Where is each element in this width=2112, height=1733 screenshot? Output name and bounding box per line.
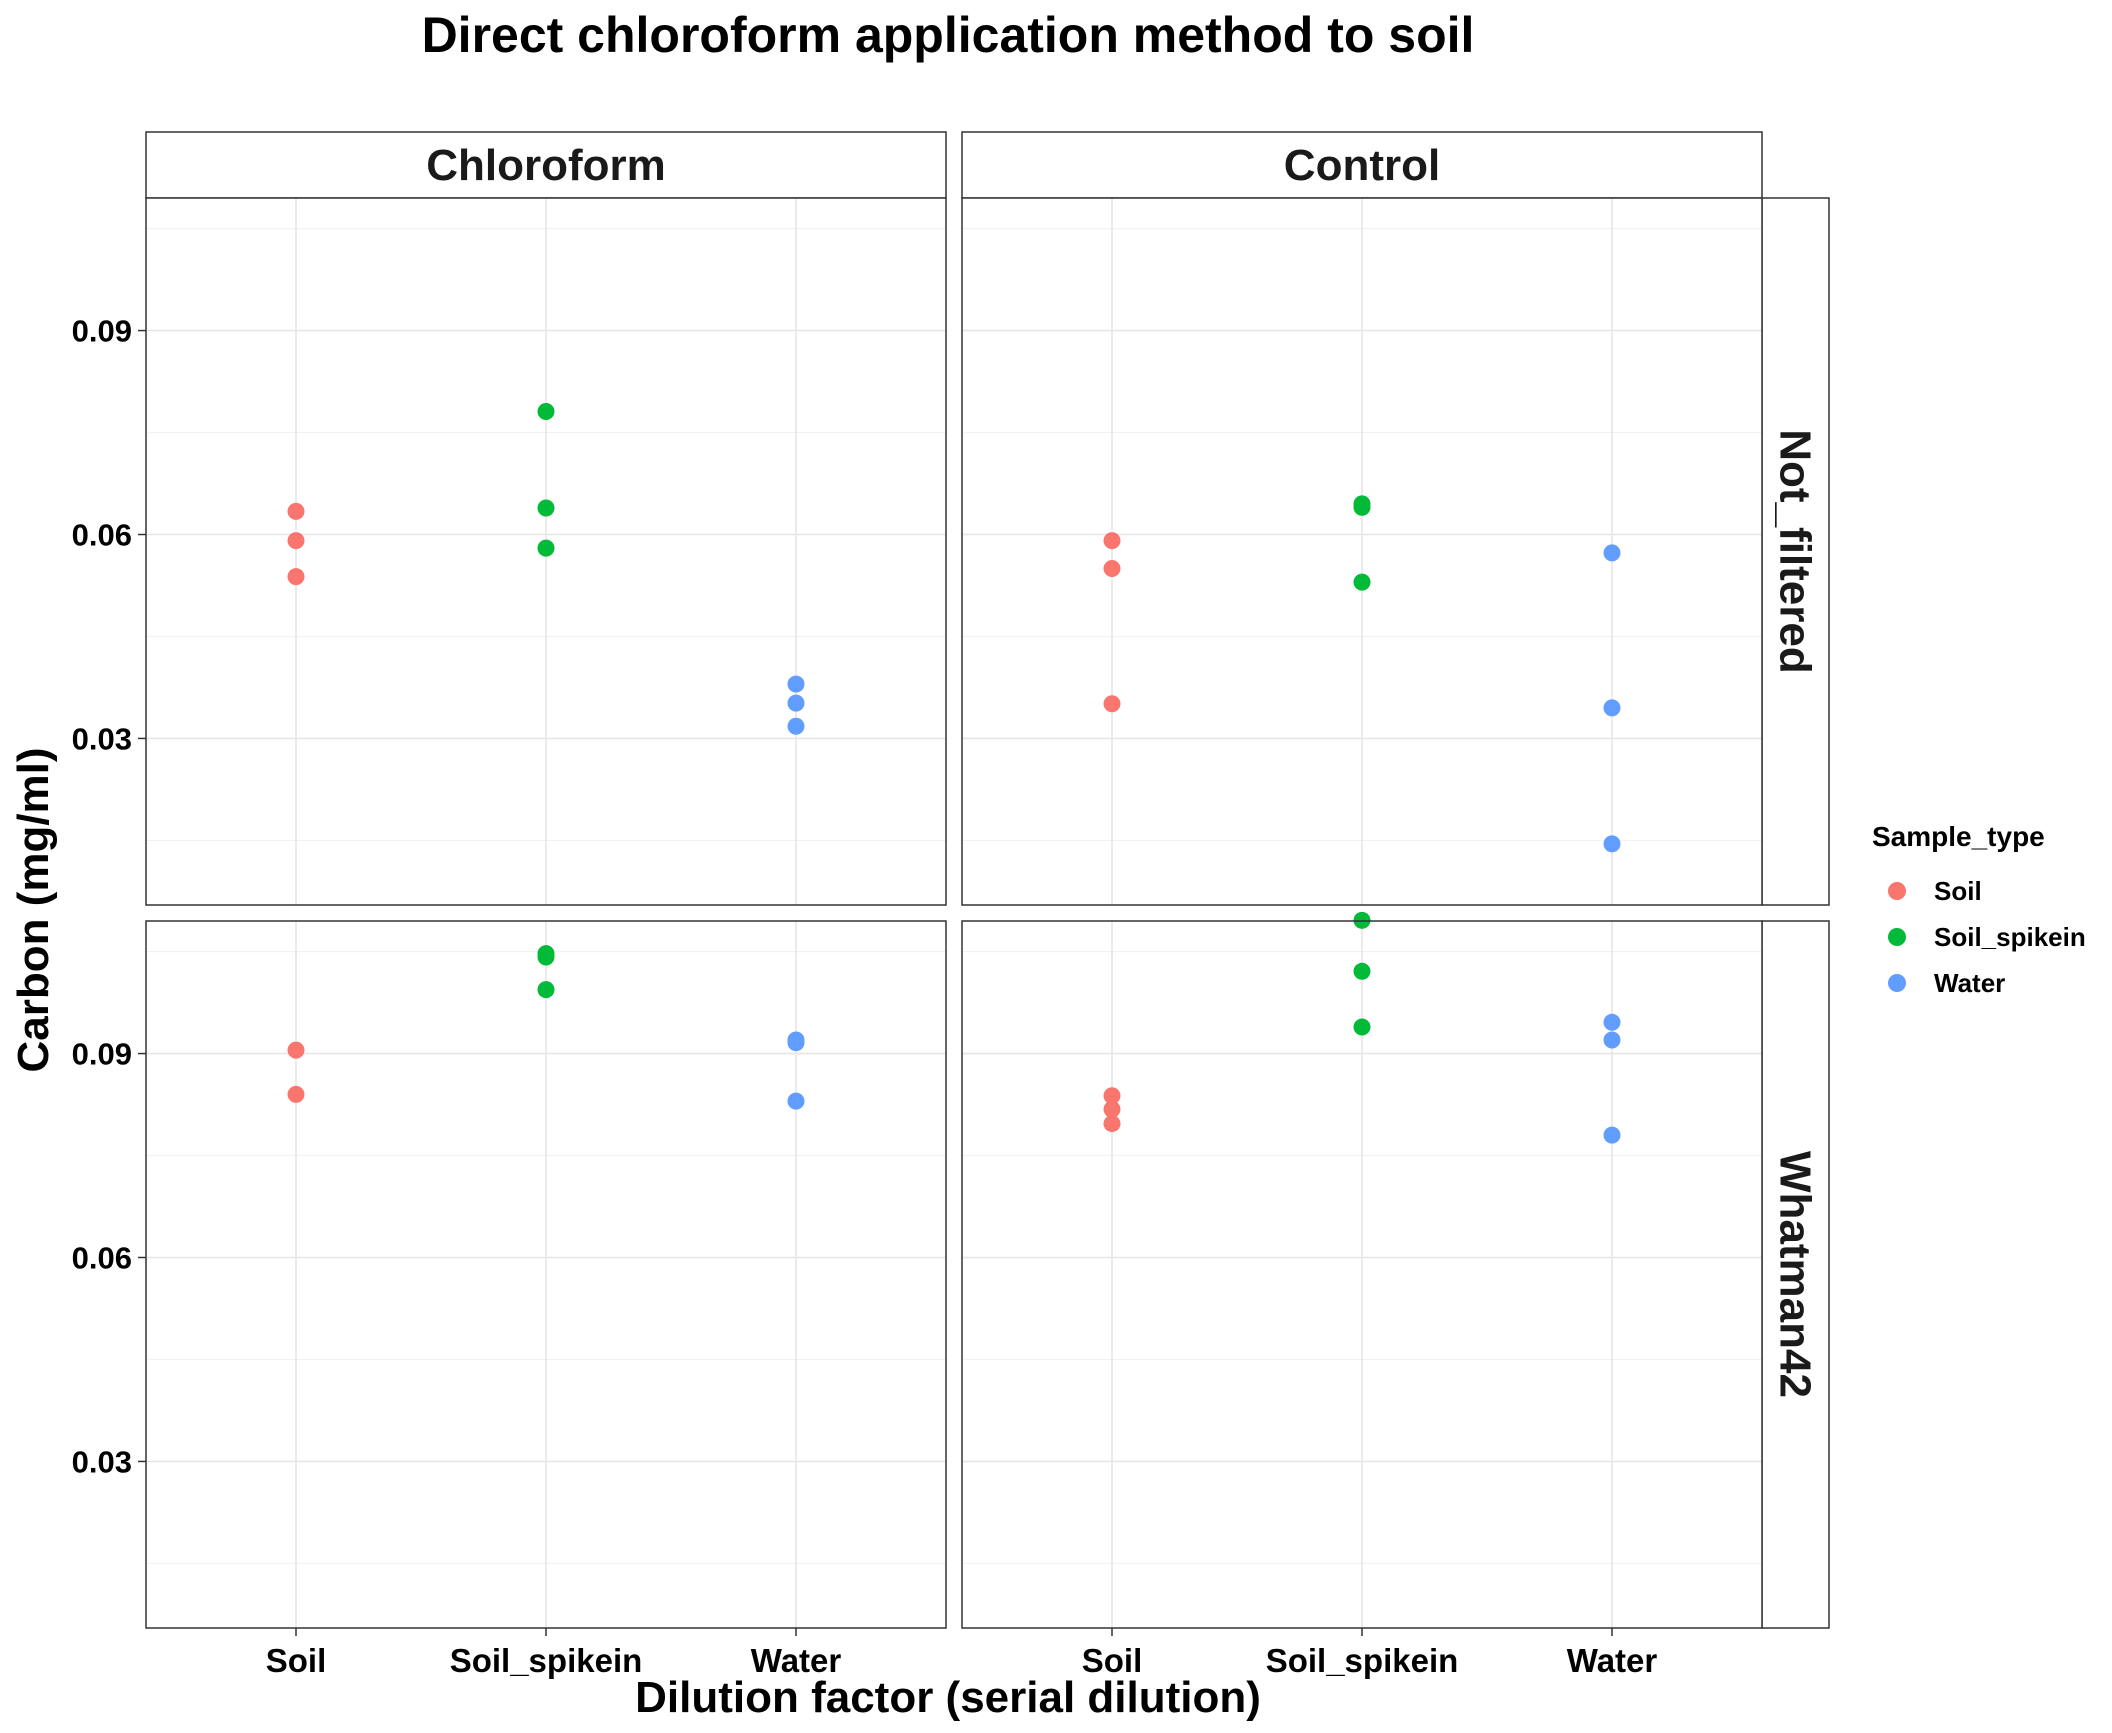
facet-label-chloroform: Chloroform xyxy=(426,141,666,190)
data-point-soil-spikein xyxy=(1353,573,1371,591)
data-point-soil xyxy=(1103,1087,1121,1105)
panel-control-whatman42 xyxy=(961,911,1763,1629)
legend-item-water: Water xyxy=(1888,968,2005,998)
facet-label-control: Control xyxy=(1284,141,1440,190)
axes-layer: 0.03 0.06 0.09 0.03 0.06 0.09 Soil Soil_spikein… xyxy=(72,314,1658,1679)
legend: Sample_type Soil Soil_spikein Water xyxy=(1872,821,2086,998)
data-point-soil xyxy=(287,568,305,586)
data-point-soil-spikein xyxy=(1353,1018,1371,1036)
x-tick-label: Soil_spikein xyxy=(1266,1642,1459,1679)
legend-key-soil-spikein xyxy=(1888,928,1906,946)
y-tick-label: 0.03 xyxy=(72,721,132,756)
data-point-water xyxy=(787,717,805,735)
facet-strip-chloroform xyxy=(145,131,947,199)
facet-strip-not-filtered xyxy=(1761,197,1830,906)
data-point-water xyxy=(1603,1013,1621,1031)
legend-key-water xyxy=(1888,974,1906,992)
legend-item-soil: Soil xyxy=(1888,876,1982,906)
y-tick-label: 0.06 xyxy=(72,1241,132,1276)
facet-strip-control xyxy=(961,131,1763,199)
legend-label: Soil xyxy=(1934,876,1982,906)
y-tick-label: 0.09 xyxy=(72,1037,132,1072)
data-point-soil-spikein xyxy=(1353,498,1371,516)
legend-title: Sample_type xyxy=(1872,821,2045,852)
y-tick-label: 0.09 xyxy=(72,314,132,349)
legend-item-soil-spikein: Soil_spikein xyxy=(1888,922,2086,952)
data-point-soil-spikein xyxy=(537,948,555,966)
data-point-soil-spikein xyxy=(537,539,555,557)
x-tick-label: Soil xyxy=(266,1642,327,1679)
data-point-soil-spikein xyxy=(1353,962,1371,980)
data-point-soil xyxy=(1103,1100,1121,1118)
data-point-soil xyxy=(1103,695,1121,713)
data-point-soil xyxy=(287,532,305,550)
x-tick-label: Soil_spikein xyxy=(450,1642,643,1679)
legend-label: Soil_spikein xyxy=(1934,922,2086,952)
data-point-water xyxy=(1603,1126,1621,1144)
data-point-water xyxy=(1603,835,1621,853)
x-axis-label: Dilution factor (serial dilution) xyxy=(635,1673,1261,1722)
data-point-water xyxy=(787,1034,805,1052)
panel-chloroform-whatman42 xyxy=(145,920,947,1629)
data-point-water xyxy=(1603,699,1621,717)
y-axis-label: Carbon (mg/ml) xyxy=(9,747,58,1072)
data-point-soil xyxy=(287,1085,305,1103)
x-tick-label: Soil xyxy=(1082,1642,1143,1679)
facet-label-whatman42: Whatman42 xyxy=(1771,1151,1820,1398)
chart-title: Direct chloroform application method to … xyxy=(422,7,1475,63)
data-point-soil xyxy=(287,1041,305,1059)
data-point-water xyxy=(787,694,805,712)
panel-chloroform-not-filtered xyxy=(145,197,947,906)
legend-key-soil xyxy=(1888,882,1906,900)
data-point-water xyxy=(787,675,805,693)
x-tick-label: Water xyxy=(751,1642,842,1679)
facet-label-not-filtered: Not_filtered xyxy=(1771,429,1820,673)
data-point-soil-spikein xyxy=(537,981,555,999)
data-point-soil-spikein xyxy=(537,402,555,420)
data-point-soil xyxy=(1103,559,1121,577)
y-tick-label: 0.03 xyxy=(72,1444,132,1479)
data-point-soil xyxy=(287,502,305,520)
x-tick-label: Water xyxy=(1567,1642,1658,1679)
data-point-soil-spikein xyxy=(537,499,555,517)
data-point-water xyxy=(787,1092,805,1110)
data-point-water xyxy=(1603,1031,1621,1049)
data-point-soil xyxy=(1103,1115,1121,1133)
panel-control-not-filtered xyxy=(961,197,1763,906)
facet-strip-whatman42 xyxy=(1761,920,1830,1629)
data-point-soil xyxy=(1103,532,1121,550)
y-tick-label: 0.06 xyxy=(72,518,132,553)
data-point-water xyxy=(1603,544,1621,562)
panel-border xyxy=(145,197,947,906)
legend-label: Water xyxy=(1934,968,2005,998)
panels-layer: Chloroform Control Not_filtered Whatman42 xyxy=(145,131,1830,1629)
legend-items: Soil Soil_spikein Water xyxy=(1888,876,2086,998)
panel-border xyxy=(961,197,1763,906)
